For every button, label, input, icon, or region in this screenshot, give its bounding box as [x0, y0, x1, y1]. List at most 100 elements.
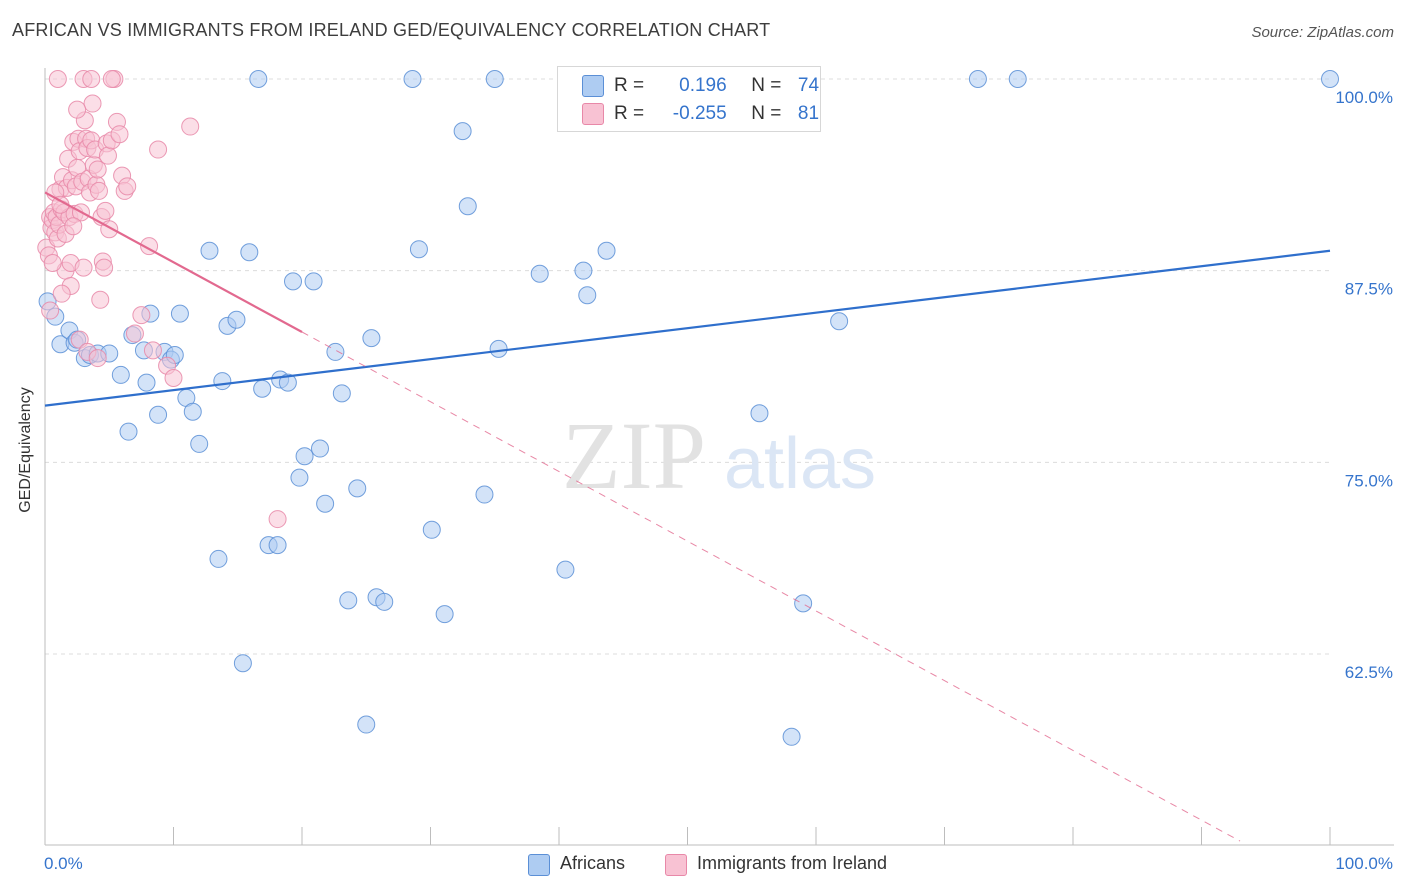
- x-tick-labels: 0.0% 100.0%: [44, 854, 1393, 873]
- african-point: [149, 405, 168, 424]
- african-point: [968, 70, 987, 88]
- ireland-point: [91, 290, 110, 309]
- african-point: [475, 485, 494, 504]
- african-point: [233, 654, 252, 673]
- ireland-point: [143, 341, 162, 360]
- african-point: [326, 342, 345, 361]
- chart-title: AFRICAN VS IMMIGRANTS FROM IRELAND GED/E…: [12, 20, 771, 40]
- african-point: [830, 312, 849, 331]
- stats-legend: R = 0.196 N = 74 R = -0.255 N = 81: [557, 66, 821, 132]
- x-tick-label-max: 100.0%: [1335, 854, 1393, 873]
- r-label: R =: [614, 75, 645, 96]
- y-tick-labels: 62.5% 75.0% 87.5% 100.0%: [1335, 88, 1393, 682]
- african-point: [111, 365, 130, 384]
- source-label: Source: ZipAtlas.com: [1251, 24, 1394, 41]
- r-value: 0.196: [679, 75, 727, 96]
- trend-lines: [44, 191, 1331, 842]
- african-point: [213, 372, 232, 391]
- african-point: [268, 536, 287, 555]
- y-tick-label: 87.5%: [1345, 280, 1393, 299]
- african-point: [489, 339, 508, 358]
- y-tick-label: 75.0%: [1345, 471, 1393, 490]
- legend-label-ireland: Immigrants from Ireland: [697, 853, 888, 873]
- african-point: [458, 197, 477, 216]
- ireland-point: [43, 254, 62, 272]
- african-point: [290, 468, 309, 487]
- ireland-legend-swatch: [665, 854, 687, 876]
- ireland-point: [41, 301, 60, 320]
- african-point: [227, 310, 246, 329]
- ireland-point: [98, 146, 117, 165]
- african-point: [249, 70, 268, 88]
- ireland-point: [48, 70, 67, 88]
- series-legend: Africans Immigrants from Ireland: [0, 852, 1406, 878]
- ireland-point: [268, 510, 287, 529]
- african-point: [375, 592, 394, 611]
- african-point: [453, 122, 472, 141]
- african-point: [348, 479, 367, 498]
- ireland-point: [181, 117, 200, 136]
- african-point: [403, 70, 422, 88]
- n-label: N =: [751, 75, 782, 96]
- axes: [44, 68, 1394, 846]
- r-value: -0.255: [672, 103, 727, 124]
- stats-text-ireland: R = -0.255 N = 81: [614, 103, 819, 125]
- african-point: [578, 286, 597, 305]
- african-point: [357, 715, 376, 734]
- ireland-swatch: [582, 103, 604, 125]
- stats-text-africans: R = 0.196 N = 74: [614, 75, 819, 97]
- grid-lines: [45, 78, 1330, 655]
- african-point: [1008, 70, 1027, 88]
- africans-legend-swatch: [528, 854, 550, 876]
- ireland-point: [125, 324, 144, 343]
- r-label: R =: [614, 103, 645, 124]
- african-point: [278, 373, 297, 392]
- y-tick-label: 62.5%: [1345, 663, 1393, 682]
- african-point: [119, 422, 138, 441]
- ireland-point: [149, 140, 168, 159]
- y-tick-label: 100.0%: [1335, 88, 1393, 107]
- african-point: [409, 240, 428, 259]
- african-point: [362, 329, 381, 348]
- ireland-point: [89, 181, 108, 200]
- african-point: [209, 549, 228, 568]
- african-point: [316, 494, 335, 513]
- african-point: [310, 439, 329, 458]
- ireland-point: [110, 125, 129, 144]
- watermark-atlas: atlas: [724, 424, 876, 504]
- african-point: [1321, 70, 1339, 88]
- african-point: [190, 434, 209, 453]
- series-ireland-points: [37, 70, 287, 529]
- african-point: [332, 384, 351, 403]
- x-tick-label-min: 0.0%: [44, 854, 83, 873]
- watermark-zip: ZIP: [562, 402, 706, 509]
- ireland-trend-extension: [301, 331, 1241, 842]
- ireland-point: [88, 349, 107, 368]
- ireland-point: [68, 100, 87, 119]
- africans-swatch: [582, 75, 604, 97]
- african-point: [304, 272, 323, 291]
- ireland-point: [164, 369, 183, 387]
- ireland-point: [95, 258, 114, 277]
- ireland-point: [88, 160, 107, 179]
- african-point: [422, 520, 441, 539]
- watermark: ZIP atlas: [562, 402, 876, 509]
- ireland-point: [64, 217, 83, 236]
- n-value: 74: [797, 75, 820, 96]
- african-point: [794, 594, 813, 613]
- african-point: [253, 379, 272, 398]
- african-point: [574, 261, 593, 280]
- african-point: [240, 243, 259, 262]
- african-point: [485, 70, 504, 88]
- african-point: [200, 241, 219, 260]
- n-value: 81: [797, 103, 820, 124]
- y-axis-label: GED/Equivalency: [17, 387, 34, 513]
- african-point: [295, 447, 314, 466]
- legend-label-africans: Africans: [560, 853, 626, 873]
- african-point: [750, 404, 769, 423]
- african-point: [530, 264, 549, 283]
- african-point: [137, 373, 156, 392]
- african-point: [435, 605, 454, 624]
- ireland-point: [102, 70, 121, 88]
